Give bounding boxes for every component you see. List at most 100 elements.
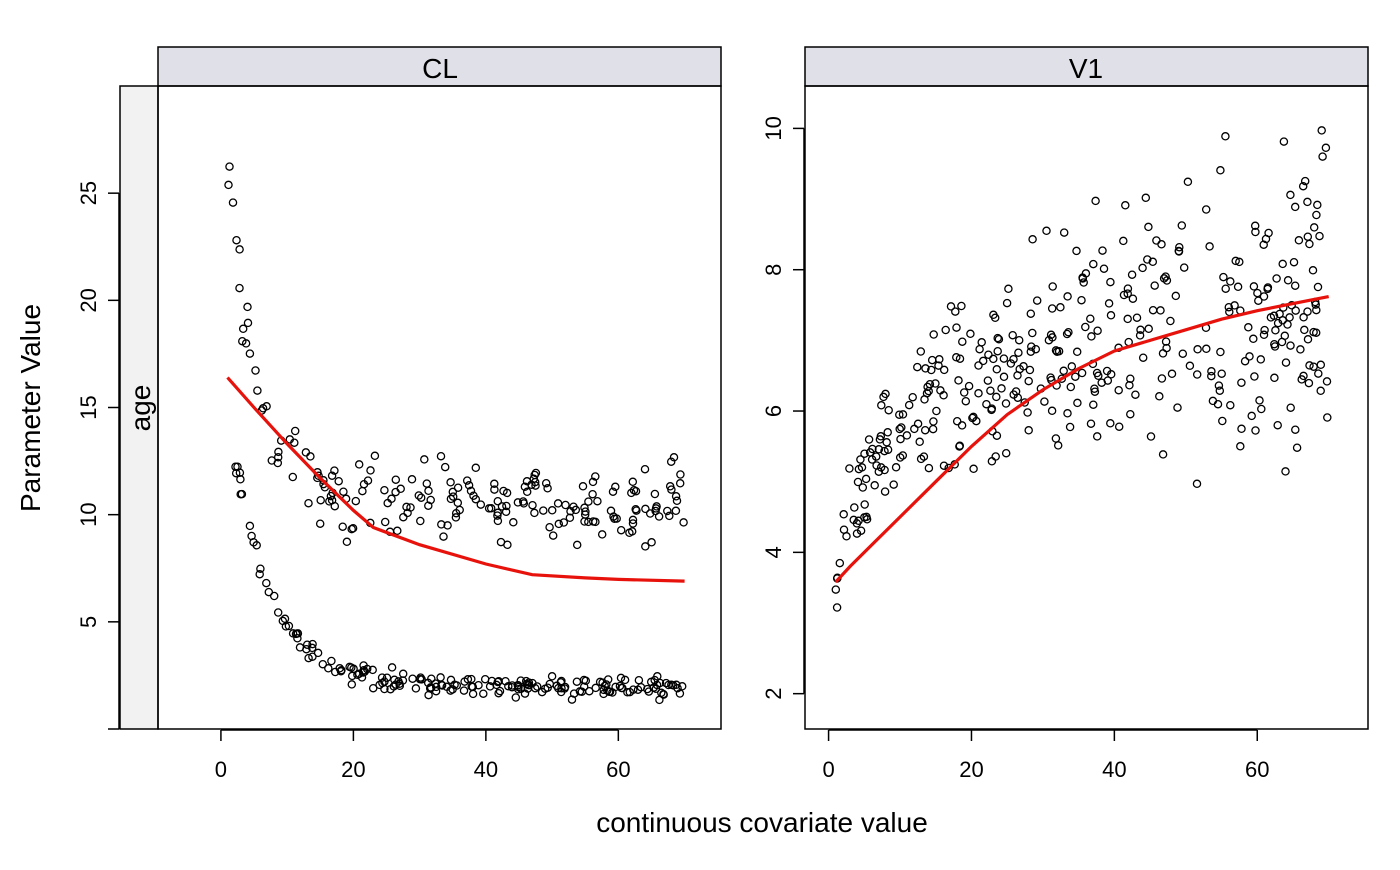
data-point <box>437 520 446 529</box>
data-point <box>891 463 901 472</box>
data-point <box>426 683 435 692</box>
data-point <box>455 505 464 515</box>
data-point <box>617 683 626 693</box>
data-point <box>509 518 518 527</box>
data-point <box>383 498 392 508</box>
data-point <box>1023 408 1032 417</box>
data-point <box>850 503 859 512</box>
data-point <box>493 511 502 520</box>
y-tick-label: 8 <box>761 264 786 276</box>
data-point <box>1177 221 1187 230</box>
data-point <box>628 519 638 528</box>
data-point <box>245 521 255 531</box>
data-point <box>982 399 991 409</box>
data-point <box>1270 342 1280 351</box>
data-point <box>249 538 258 547</box>
data-point <box>993 333 1002 343</box>
data-point <box>655 695 664 705</box>
data-point <box>969 412 978 422</box>
data-point <box>581 507 590 516</box>
data-point <box>1216 166 1225 175</box>
data-point <box>493 508 503 518</box>
data-point <box>1171 291 1181 301</box>
data-point <box>1202 344 1211 354</box>
data-point <box>292 629 301 638</box>
data-point <box>1201 205 1211 214</box>
data-point <box>370 451 380 461</box>
data-point <box>459 686 469 695</box>
data-point <box>1126 409 1135 419</box>
data-point <box>913 419 923 429</box>
data-point <box>1305 239 1314 249</box>
data-point <box>1219 272 1228 282</box>
data-point <box>861 474 871 484</box>
data-point <box>1316 360 1326 370</box>
data-point <box>1192 370 1202 379</box>
data-point <box>924 463 934 473</box>
data-point <box>1135 331 1145 340</box>
data-point <box>671 492 681 501</box>
data-point <box>675 689 685 698</box>
data-point <box>1125 381 1134 390</box>
data-point <box>999 372 1009 382</box>
data-point <box>308 639 317 649</box>
data-point <box>1144 324 1153 334</box>
data-point <box>530 470 539 480</box>
data-point <box>493 677 503 687</box>
data-point <box>877 401 886 410</box>
data-point <box>1215 386 1225 395</box>
data-point <box>1317 126 1326 135</box>
data-point <box>1221 284 1230 293</box>
data-point <box>572 677 582 686</box>
data-point <box>1174 247 1184 256</box>
data-point <box>446 494 456 504</box>
data-point <box>1231 256 1240 266</box>
data-point <box>673 683 682 693</box>
data-point <box>1290 202 1300 212</box>
data-point <box>462 476 472 485</box>
data-point <box>1286 190 1295 200</box>
data-point <box>1178 349 1188 358</box>
data-point <box>520 482 530 492</box>
data-point <box>490 485 499 494</box>
data-point <box>946 302 956 311</box>
data-point <box>932 406 941 416</box>
data-point <box>832 603 842 612</box>
data-point <box>471 494 481 504</box>
data-point <box>236 475 245 484</box>
data-point <box>567 695 577 704</box>
data-point <box>1071 372 1080 381</box>
data-point <box>961 396 971 406</box>
data-point <box>1078 273 1087 282</box>
data-point <box>1259 292 1269 301</box>
data-point <box>606 506 616 516</box>
data-point <box>934 361 943 370</box>
data-point <box>1066 382 1076 392</box>
data-point <box>245 349 255 358</box>
data-point <box>1001 448 1011 458</box>
data-point <box>959 388 969 397</box>
panel-cl: CL 0 20 40 60 5 10 15 20 25 <box>76 46 722 782</box>
x-tick-label: 0 <box>822 757 834 782</box>
data-point <box>964 381 974 391</box>
data-point <box>997 384 1006 393</box>
data-point <box>641 504 650 514</box>
data-point <box>1104 299 1114 308</box>
data-point <box>255 569 264 579</box>
data-point <box>1093 326 1102 335</box>
data-point <box>944 463 953 473</box>
data-point <box>1283 320 1292 329</box>
data-point <box>1173 403 1182 412</box>
data-point <box>1259 240 1268 249</box>
data-point <box>1063 409 1072 418</box>
data-point <box>650 489 660 499</box>
data-point <box>396 484 405 494</box>
data-point <box>314 471 323 481</box>
data-point <box>316 495 325 505</box>
data-point <box>916 347 926 356</box>
data-point <box>1057 374 1067 383</box>
data-point <box>659 690 668 699</box>
data-point <box>1312 210 1321 220</box>
data-point <box>675 479 685 488</box>
data-point <box>288 629 298 638</box>
